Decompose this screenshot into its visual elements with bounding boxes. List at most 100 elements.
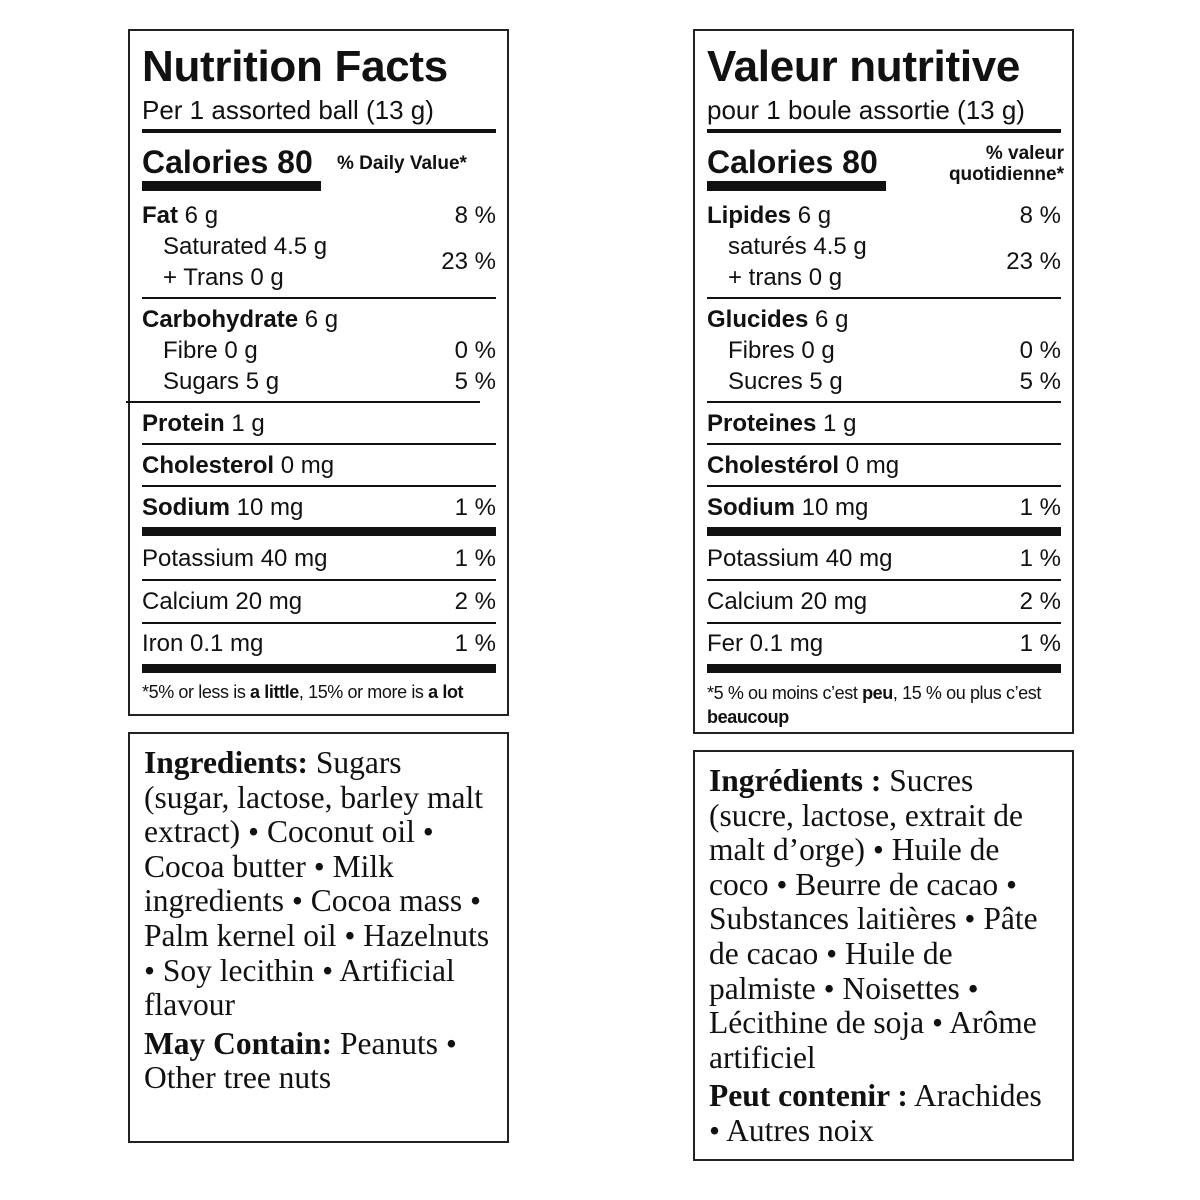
protein-row: Protein 1 g	[142, 412, 265, 436]
divider	[707, 579, 1061, 581]
sugars-row: Sugars 5 g	[163, 368, 280, 395]
ingredients-list: Ingrédients : Sucres (sucre, lactose, ex…	[709, 763, 1059, 1075]
cholesterol-row: Cholesterol 0 mg	[142, 454, 334, 478]
thick-rule	[707, 527, 1061, 536]
sugars-row: Sucres 5 g	[728, 368, 843, 395]
footnote-text: *5% or less is	[142, 682, 251, 702]
sodium-label: Sodium	[142, 494, 230, 521]
thick-rule	[142, 527, 496, 536]
calcium-pct: 2 %	[454, 588, 496, 615]
calories-row: Calories 80	[707, 146, 878, 178]
nutrition-facts-title: Nutrition Facts	[142, 42, 448, 91]
sugars-pct: 5 %	[1019, 368, 1061, 395]
serving-rule	[707, 129, 1061, 133]
footnote: *5% or less is a little, 15% or more is …	[142, 682, 464, 702]
nutrition-facts-panel-fr: Valeur nutritive pour 1 boule assortie (…	[693, 29, 1074, 734]
carbohydrate-label: Carbohydrate	[142, 306, 299, 333]
trans-row: + trans 0 g	[728, 264, 843, 291]
trans-row: + Trans 0 g	[163, 264, 284, 291]
divider	[142, 297, 496, 299]
potassium-pct: 1 %	[1019, 545, 1061, 572]
protein-label: Proteines	[707, 410, 817, 437]
may-contain: Peut contenir : Arachides • Autres noix	[709, 1079, 1059, 1148]
fat-row: Lipides 6 g	[707, 204, 831, 228]
may-contain-heading: May Contain:	[144, 1025, 333, 1061]
daily-value-header-line2: quotidienne*	[948, 163, 1064, 185]
potassium-row: Potassium 40 mg	[142, 545, 328, 572]
potassium-pct: 1 %	[454, 545, 496, 572]
fibre-pct: 0 %	[1019, 337, 1061, 364]
calories-rule	[142, 181, 321, 191]
may-contain-heading: Peut contenir :	[709, 1078, 908, 1114]
protein-row: Proteines 1 g	[707, 412, 856, 436]
carbohydrate-row: Carbohydrate 6 g	[142, 308, 338, 332]
calcium-row: Calcium 20 mg	[142, 588, 303, 615]
footnote-text: , 15% or more is	[298, 682, 429, 702]
divider	[707, 622, 1061, 624]
sodium-row: Sodium 10 mg	[707, 496, 868, 520]
potassium-row: Potassium 40 mg	[707, 545, 893, 572]
calories-value: 80	[277, 144, 313, 180]
ingredients-text-block: Ingredients: Sugars (sugar, lactose, bar…	[144, 745, 494, 1100]
may-contain-text: Peanuts • Other tree nuts	[144, 1025, 457, 1096]
iron-row: Fer 0.1 mg	[707, 630, 824, 657]
calories-value: 80	[842, 144, 878, 180]
sodium-row: Sodium 10 mg	[142, 496, 303, 520]
fibre-row: Fibre 0 g	[163, 337, 258, 364]
divider	[707, 485, 1061, 487]
saturated-row: Saturated 4.5 g	[163, 233, 328, 260]
iron-pct: 1 %	[1019, 630, 1061, 657]
cholesterol-amount: 0 mg	[845, 452, 900, 479]
divider	[707, 297, 1061, 299]
thick-rule	[142, 664, 496, 673]
carbohydrate-amount: 6 g	[815, 306, 849, 333]
ingredients-panel-fr: Ingrédients : Sucres (sucre, lactose, ex…	[693, 750, 1074, 1161]
ingredients-heading: Ingrédients :	[709, 763, 882, 798]
carbohydrate-amount: 6 g	[304, 306, 339, 333]
protein-amount: 1 g	[231, 410, 265, 437]
may-contain-text: Arachides • Autres noix	[709, 1078, 1042, 1148]
fibre-row: Fibres 0 g	[728, 337, 835, 364]
divider	[707, 443, 1061, 445]
may-contain: May Contain: Peanuts • Other tree nuts	[144, 1025, 494, 1096]
sodium-amount: 10 mg	[236, 494, 304, 521]
sodium-pct: 1 %	[454, 494, 496, 521]
footnote-little: a little	[250, 682, 299, 702]
footnote-beaucoup: beaucoup	[707, 707, 789, 728]
ingredients-list: Ingredients: Sugars (sugar, lactose, bar…	[144, 745, 494, 1023]
carbohydrate-label: Glucides	[707, 306, 809, 333]
sodium-amount: 10 mg	[801, 494, 869, 521]
calcium-pct: 2 %	[1019, 588, 1061, 615]
saturated-row: saturés 4.5 g	[728, 233, 867, 260]
cholesterol-label: Cholestérol	[707, 452, 840, 479]
fat-label: Lipides	[707, 202, 792, 229]
sodium-pct: 1 %	[1019, 494, 1061, 521]
daily-value-header: % valeur quotidienne*	[884, 143, 1064, 186]
sat-trans-pct: 23 %	[1006, 248, 1061, 275]
daily-value-header: % Daily Value*	[337, 153, 467, 174]
divider	[142, 443, 496, 445]
calories-label: Calories	[142, 144, 269, 180]
fat-pct: 8 %	[1019, 202, 1061, 229]
divider	[142, 579, 496, 581]
divider	[126, 401, 480, 403]
fat-amount: 6 g	[797, 202, 832, 229]
fat-pct: 8 %	[454, 202, 496, 229]
daily-value-header-line1: % valeur	[985, 143, 1064, 164]
cholesterol-label: Cholesterol	[142, 452, 275, 479]
calories-row: Calories 80	[142, 146, 313, 178]
divider	[142, 485, 496, 487]
divider	[707, 401, 1061, 403]
serving-size: pour 1 boule assortie (13 g)	[707, 95, 1025, 125]
footnote: *5 % ou moins c’est peu, 15 % ou plus c’…	[707, 681, 1067, 730]
ingredients-text-block: Ingrédients : Sucres (sucre, lactose, ex…	[709, 763, 1059, 1153]
valeur-nutritive-title: Valeur nutritive	[707, 42, 1021, 91]
ingredients-text: Sucres (sucre, lactose, extrait de malt …	[709, 763, 1038, 1075]
iron-pct: 1 %	[454, 630, 496, 657]
protein-amount: 1 g	[823, 410, 857, 437]
footnote-peu: peu	[862, 683, 893, 703]
fat-row: Fat 6 g	[142, 204, 218, 228]
serving-rule	[142, 129, 496, 133]
fibre-pct: 0 %	[454, 337, 496, 364]
fat-label: Fat	[142, 202, 178, 229]
